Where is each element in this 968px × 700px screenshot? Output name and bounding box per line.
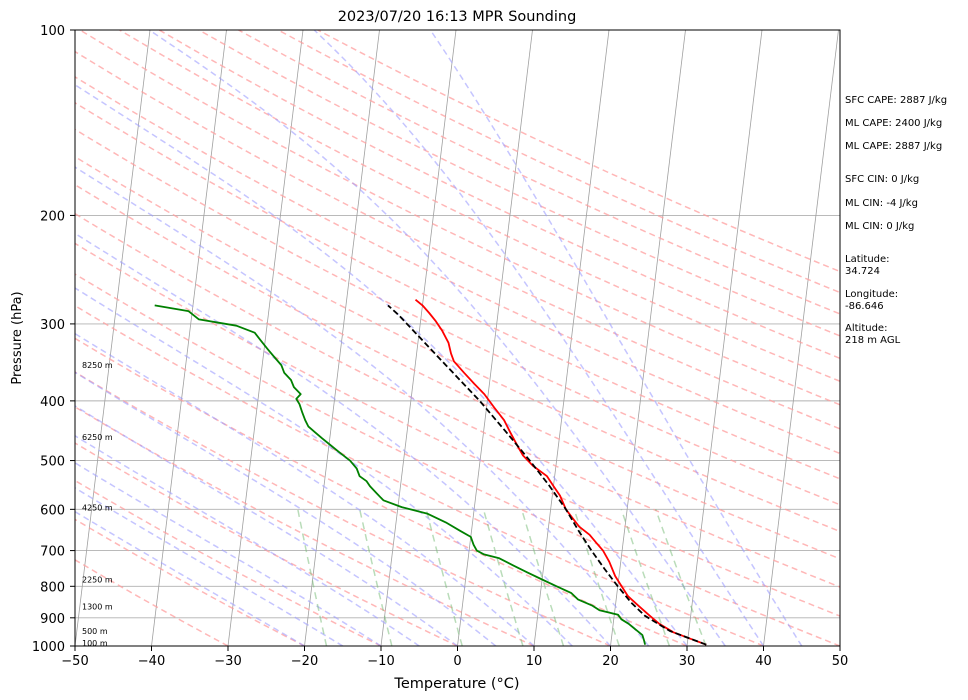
moist-adiabat-line (429, 30, 803, 646)
dry-adiabat-line (75, 183, 840, 560)
height-label: 4250 m (82, 504, 113, 513)
mixing-ratio-line (297, 509, 328, 646)
isotherm-line (75, 30, 151, 646)
dry-adiabat-line (75, 212, 840, 588)
dry-adiabat-line (75, 337, 688, 646)
x-tick-label: 20 (602, 654, 619, 669)
isotherm-line (686, 30, 763, 646)
dry-adiabat-line (277, 30, 840, 294)
dry-adiabat-line (158, 30, 840, 360)
x-tick-label: −30 (214, 654, 241, 669)
moist-adiabat-line (75, 166, 650, 646)
annotation-text: -86.646 (845, 301, 884, 312)
x-axis-label: Temperature (°C) (393, 676, 519, 692)
dry-adiabat-line (75, 558, 229, 646)
parcel-profile-line (387, 304, 707, 646)
isotherm-line (457, 30, 533, 646)
moist-adiabat-line (75, 83, 688, 646)
mixing-ratio-line (573, 509, 621, 646)
height-label: 100 m (82, 639, 108, 648)
moist-adiabat-line (313, 30, 765, 646)
height-label: 8250 m (82, 361, 113, 370)
moist-adiabat-line (75, 487, 344, 646)
height-label: 2250 m (82, 576, 113, 585)
y-tick-label: 400 (40, 395, 65, 410)
y-tick-label: 700 (40, 545, 65, 560)
temperature-profile-line (414, 299, 707, 646)
dry-adiabat-line (79, 30, 840, 406)
isotherm-line (227, 30, 304, 646)
x-tick-label: 30 (679, 654, 696, 669)
moist-adiabat-line (148, 30, 726, 646)
annotation-text: ML CAPE: 2887 J/kg (845, 141, 942, 152)
dry-adiabat-line (75, 273, 840, 646)
dry-adiabat-line (75, 242, 840, 617)
annotation-text: Longitude: (845, 289, 898, 300)
dry-adiabat-line (119, 30, 840, 383)
mixing-ratio-line (425, 509, 463, 646)
dry-adiabat-line (75, 442, 458, 646)
y-tick-label: 800 (40, 580, 65, 595)
dry-adiabat-line (75, 128, 840, 506)
annotation-text: SFC CIN: 0 J/kg (845, 174, 919, 185)
x-tick-label: 0 (453, 654, 461, 669)
annotation-text: Latitude: (845, 254, 890, 265)
annotation-text: Altitude: (845, 323, 887, 334)
dry-adiabat-line (75, 50, 840, 430)
y-tick-label: 200 (40, 209, 65, 224)
dry-adiabat-line (75, 304, 764, 646)
annotation-text: ML CIN: 0 J/kg (845, 221, 914, 232)
dry-adiabat-line (75, 406, 535, 646)
dry-adiabat-line (75, 155, 840, 533)
moist-adiabat-line (75, 232, 612, 646)
annotation-text: SFC CAPE: 2887 J/kg (845, 95, 947, 106)
annotation-text: ML CIN: -4 J/kg (845, 198, 918, 209)
height-label: 500 m (82, 627, 108, 636)
isotherm-line (610, 30, 686, 646)
y-tick-label: 900 (40, 612, 65, 627)
isotherm-line (151, 30, 227, 646)
annotation-text: 34.724 (845, 266, 880, 277)
mixing-ratio-line (358, 509, 393, 646)
x-tick-label: 10 (526, 654, 543, 669)
mixing-ratio-line (520, 509, 565, 646)
dry-adiabat-line (75, 371, 611, 646)
mixing-ratio-line (482, 509, 524, 646)
y-tick-label: 500 (40, 455, 65, 470)
moist-adiabat-line (75, 461, 382, 646)
isotherm-line (763, 30, 839, 646)
x-tick-label: 50 (832, 654, 849, 669)
y-tick-label: 300 (40, 318, 65, 333)
moist-adiabat-line (75, 287, 573, 646)
y-tick-label: 100 (40, 24, 65, 39)
height-label: 6250 m (82, 433, 113, 442)
x-tick-label: −40 (138, 654, 165, 669)
y-tick-label: 1000 (32, 640, 65, 655)
dry-adiabat-line (238, 30, 840, 315)
y-axis-label: Pressure (hPa) (10, 291, 25, 384)
height-label: 1300 m (82, 602, 113, 611)
isotherm-line (380, 30, 457, 646)
dry-adiabat-line (75, 518, 305, 646)
x-tick-label: −10 (367, 654, 394, 669)
annotation-text: 218 m AGL (845, 335, 901, 346)
dewpoint-profile-line (154, 304, 646, 645)
mixing-ratio-line (654, 509, 707, 646)
y-tick-label: 600 (40, 503, 65, 518)
chart-title: 2023/07/20 16:13 MPR Sounding (338, 9, 577, 25)
moist-adiabat-line (75, 332, 535, 646)
plot-frame (74, 29, 841, 647)
moist-adiabat-line (75, 434, 420, 646)
x-tick-label: −20 (291, 654, 318, 669)
x-tick-label: 40 (755, 654, 772, 669)
annotation-text: ML CAPE: 2400 J/kg (845, 118, 942, 129)
x-tick-label: −50 (61, 654, 88, 669)
moist-adiabat-line (75, 371, 497, 646)
moist-adiabat-line (75, 405, 458, 646)
isotherm-line (304, 30, 380, 646)
mixing-ratio-line (620, 509, 671, 646)
